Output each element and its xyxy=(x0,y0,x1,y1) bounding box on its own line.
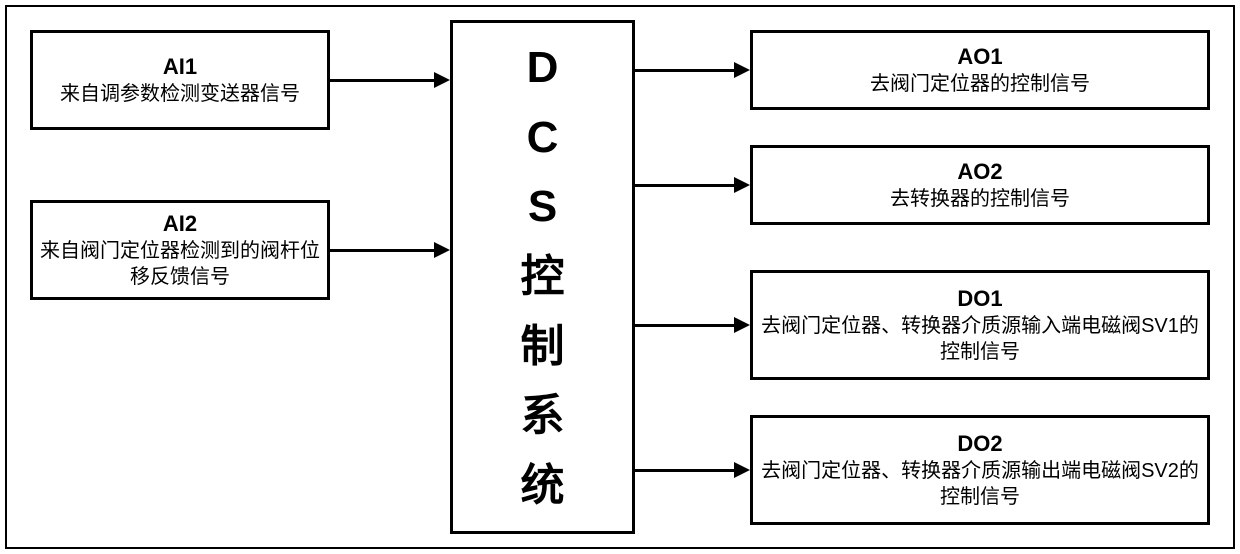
input-title: AI1 xyxy=(163,53,197,82)
output-title: DO2 xyxy=(957,430,1002,459)
arrow-line xyxy=(330,249,434,252)
input-box-ai2: AI2来自阀门定位器检测到的阀杆位移反馈信号 xyxy=(30,200,330,300)
output-title: DO1 xyxy=(957,285,1002,314)
input-desc: 来自调参数检测变送器信号 xyxy=(60,81,300,107)
input-box-ai1: AI1来自调参数检测变送器信号 xyxy=(30,30,330,130)
output-desc: 去阀门定位器、转换器介质源输出端电磁阀SV2的控制信号 xyxy=(757,458,1203,510)
arrow-line xyxy=(635,324,734,327)
output-title: AO1 xyxy=(957,43,1002,72)
output-box-do2: DO2去阀门定位器、转换器介质源输出端电磁阀SV2的控制信号 xyxy=(750,415,1210,525)
arrow-line xyxy=(330,79,434,82)
arrow-head-icon xyxy=(434,242,450,258)
output-box-ao1: AO1去阀门定位器的控制信号 xyxy=(750,30,1210,110)
center-char: D xyxy=(527,46,559,90)
center-char: 统 xyxy=(521,464,565,508)
output-box-ao2: AO2去转换器的控制信号 xyxy=(750,145,1210,225)
arrow-head-icon xyxy=(734,62,750,78)
center-char: 制 xyxy=(521,325,565,369)
output-desc: 去阀门定位器的控制信号 xyxy=(870,71,1090,97)
output-desc: 去转换器的控制信号 xyxy=(890,186,1070,212)
arrow-line xyxy=(635,184,734,187)
input-title: AI2 xyxy=(163,210,197,239)
center-char: C xyxy=(527,116,559,160)
arrow-line xyxy=(635,69,734,72)
center-char: 系 xyxy=(521,394,565,438)
center-char: S xyxy=(528,185,557,229)
output-desc: 去阀门定位器、转换器介质源输入端电磁阀SV1的控制信号 xyxy=(757,313,1203,365)
output-title: AO2 xyxy=(957,158,1002,187)
output-box-do1: DO1去阀门定位器、转换器介质源输入端电磁阀SV1的控制信号 xyxy=(750,270,1210,380)
arrow-line xyxy=(635,469,734,472)
center-node-dcs: DCS控制系统 xyxy=(450,20,635,534)
arrow-head-icon xyxy=(434,72,450,88)
arrow-head-icon xyxy=(734,177,750,193)
arrow-head-icon xyxy=(734,462,750,478)
center-char: 控 xyxy=(521,255,565,299)
input-desc: 来自阀门定位器检测到的阀杆位移反馈信号 xyxy=(37,238,323,290)
arrow-head-icon xyxy=(734,317,750,333)
